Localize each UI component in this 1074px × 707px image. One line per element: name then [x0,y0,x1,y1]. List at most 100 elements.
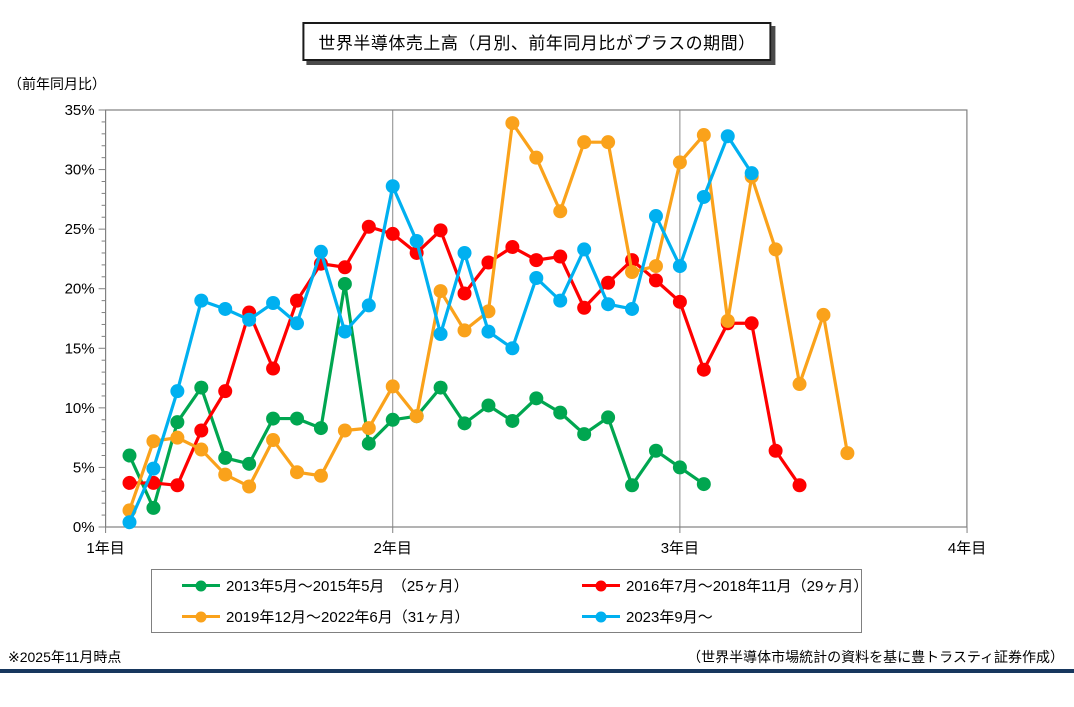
series-0-point [290,411,305,426]
series-3-point [648,209,663,224]
series-1-point [170,478,185,493]
series-2-point [696,128,711,143]
legend-label: 2013年5月～2015年5月 （25ヶ月） [226,578,469,595]
legend-label: 2019年12月～2022年6月（31ヶ月） [226,609,470,626]
series-3-point [577,242,592,257]
series-0-point [672,460,687,475]
y-tick-label: 25% [65,221,95,238]
series-2-point [625,265,640,280]
series-3-point [385,179,400,194]
series-2-point [313,468,328,483]
series-3-point [337,324,352,339]
legend-item-2023: 2023年9月～ [582,606,868,627]
series-0-point [457,416,472,431]
series-1-point [218,384,233,399]
series-3-point [242,312,257,327]
series-3-point [313,244,328,259]
series-3-point [122,515,137,530]
series-3-point [457,245,472,260]
x-tick-label: 3年目 [661,540,699,557]
series-0-point [433,380,448,395]
y-tick-label: 30% [65,162,95,179]
series-3-point [625,301,640,316]
legend-item-2016-2018: 2016年7月～2018年11月（29ヶ月） [582,575,868,596]
series-2-point [409,409,424,424]
series-0-point [170,415,185,430]
series-2-point [457,323,472,338]
series-0-point [361,436,376,451]
series-1-point [672,294,687,309]
bottom-divider-line [0,669,1074,673]
series-2-point [601,135,616,150]
series-2-point [577,135,592,150]
legend: 2013年5月～2015年5月 （25ヶ月） 2016年7月～2018年11月（… [151,569,868,633]
series-3-point [744,166,759,181]
y-tick-label: 10% [65,400,95,417]
legend-item-2019-2022: 2019年12月～2022年6月（31ヶ月） [182,606,582,627]
series-3-point [194,293,209,308]
series-1-point [337,260,352,275]
series-0-point [601,410,616,425]
series-1-point [266,361,281,376]
series-2-point [170,430,185,445]
y-tick-label: 35% [65,102,95,119]
series-2-point [672,155,687,170]
series-2-point [816,307,831,322]
series-1-point [696,362,711,377]
plot-border [104,109,968,528]
series-0-point [648,443,663,458]
series-1-point [768,443,783,458]
series-1-point [433,223,448,238]
series-1-point [122,475,137,490]
y-tick-label: 0% [73,519,95,536]
legend-marker-orange-icon [182,615,220,618]
series-0-point [218,450,233,465]
series-2-point [290,465,305,480]
series-0-point [505,413,520,428]
series-1-point [385,226,400,241]
legend-label: 2016年7月～2018年11月（29ヶ月） [626,578,869,595]
series-1-point [577,300,592,315]
series-0-point [529,391,544,406]
y-axis-title: （前年同月比） [8,76,106,92]
series-1-point [290,293,305,308]
series-0-point [481,398,496,413]
y-tick-label: 20% [65,281,95,298]
series-3-point [409,234,424,249]
series-3-point [601,297,616,312]
series-2-point [218,467,233,482]
series-0-point [577,427,592,442]
series-3-point [146,461,161,476]
series-2-point [648,259,663,274]
series-3-point [170,384,185,399]
legend-label: 2023年9月～ [626,609,713,626]
series-1-point [505,240,520,255]
series-0-point [337,276,352,291]
series-1-point [648,273,663,288]
y-tick-label: 15% [65,340,95,357]
series-0-point [385,412,400,427]
footnote-as-of-date: ※2025年11月時点 [8,649,122,665]
series-3-point [720,129,735,144]
series-line-0 [127,282,706,510]
series-3-point [672,259,687,274]
series-0-point [625,478,640,493]
series-3-point [505,341,520,356]
series-3-point [529,270,544,285]
series-3-point [361,298,376,313]
series-3-point [290,316,305,331]
series-1-point [529,253,544,268]
series-2-point [529,150,544,165]
series-2-point [385,379,400,394]
x-tick-label: 4年目 [948,540,986,557]
legend-marker-green-icon [182,584,220,587]
y-tick-label: 5% [73,459,95,476]
series-1-point [792,478,807,493]
series-0-point [313,421,328,436]
series-2-point [146,434,161,449]
series-2-point [266,433,281,448]
series-0-point [146,500,161,515]
line-chart-plot: 0% 5% 10% 15% 20% 25% 30% 35% 1年目 2年目 3年目 4年目 [65,102,987,557]
legend-item-2013-2015: 2013年5月～2015年5月 （25ヶ月） [182,575,582,596]
series-3-point [218,301,233,316]
